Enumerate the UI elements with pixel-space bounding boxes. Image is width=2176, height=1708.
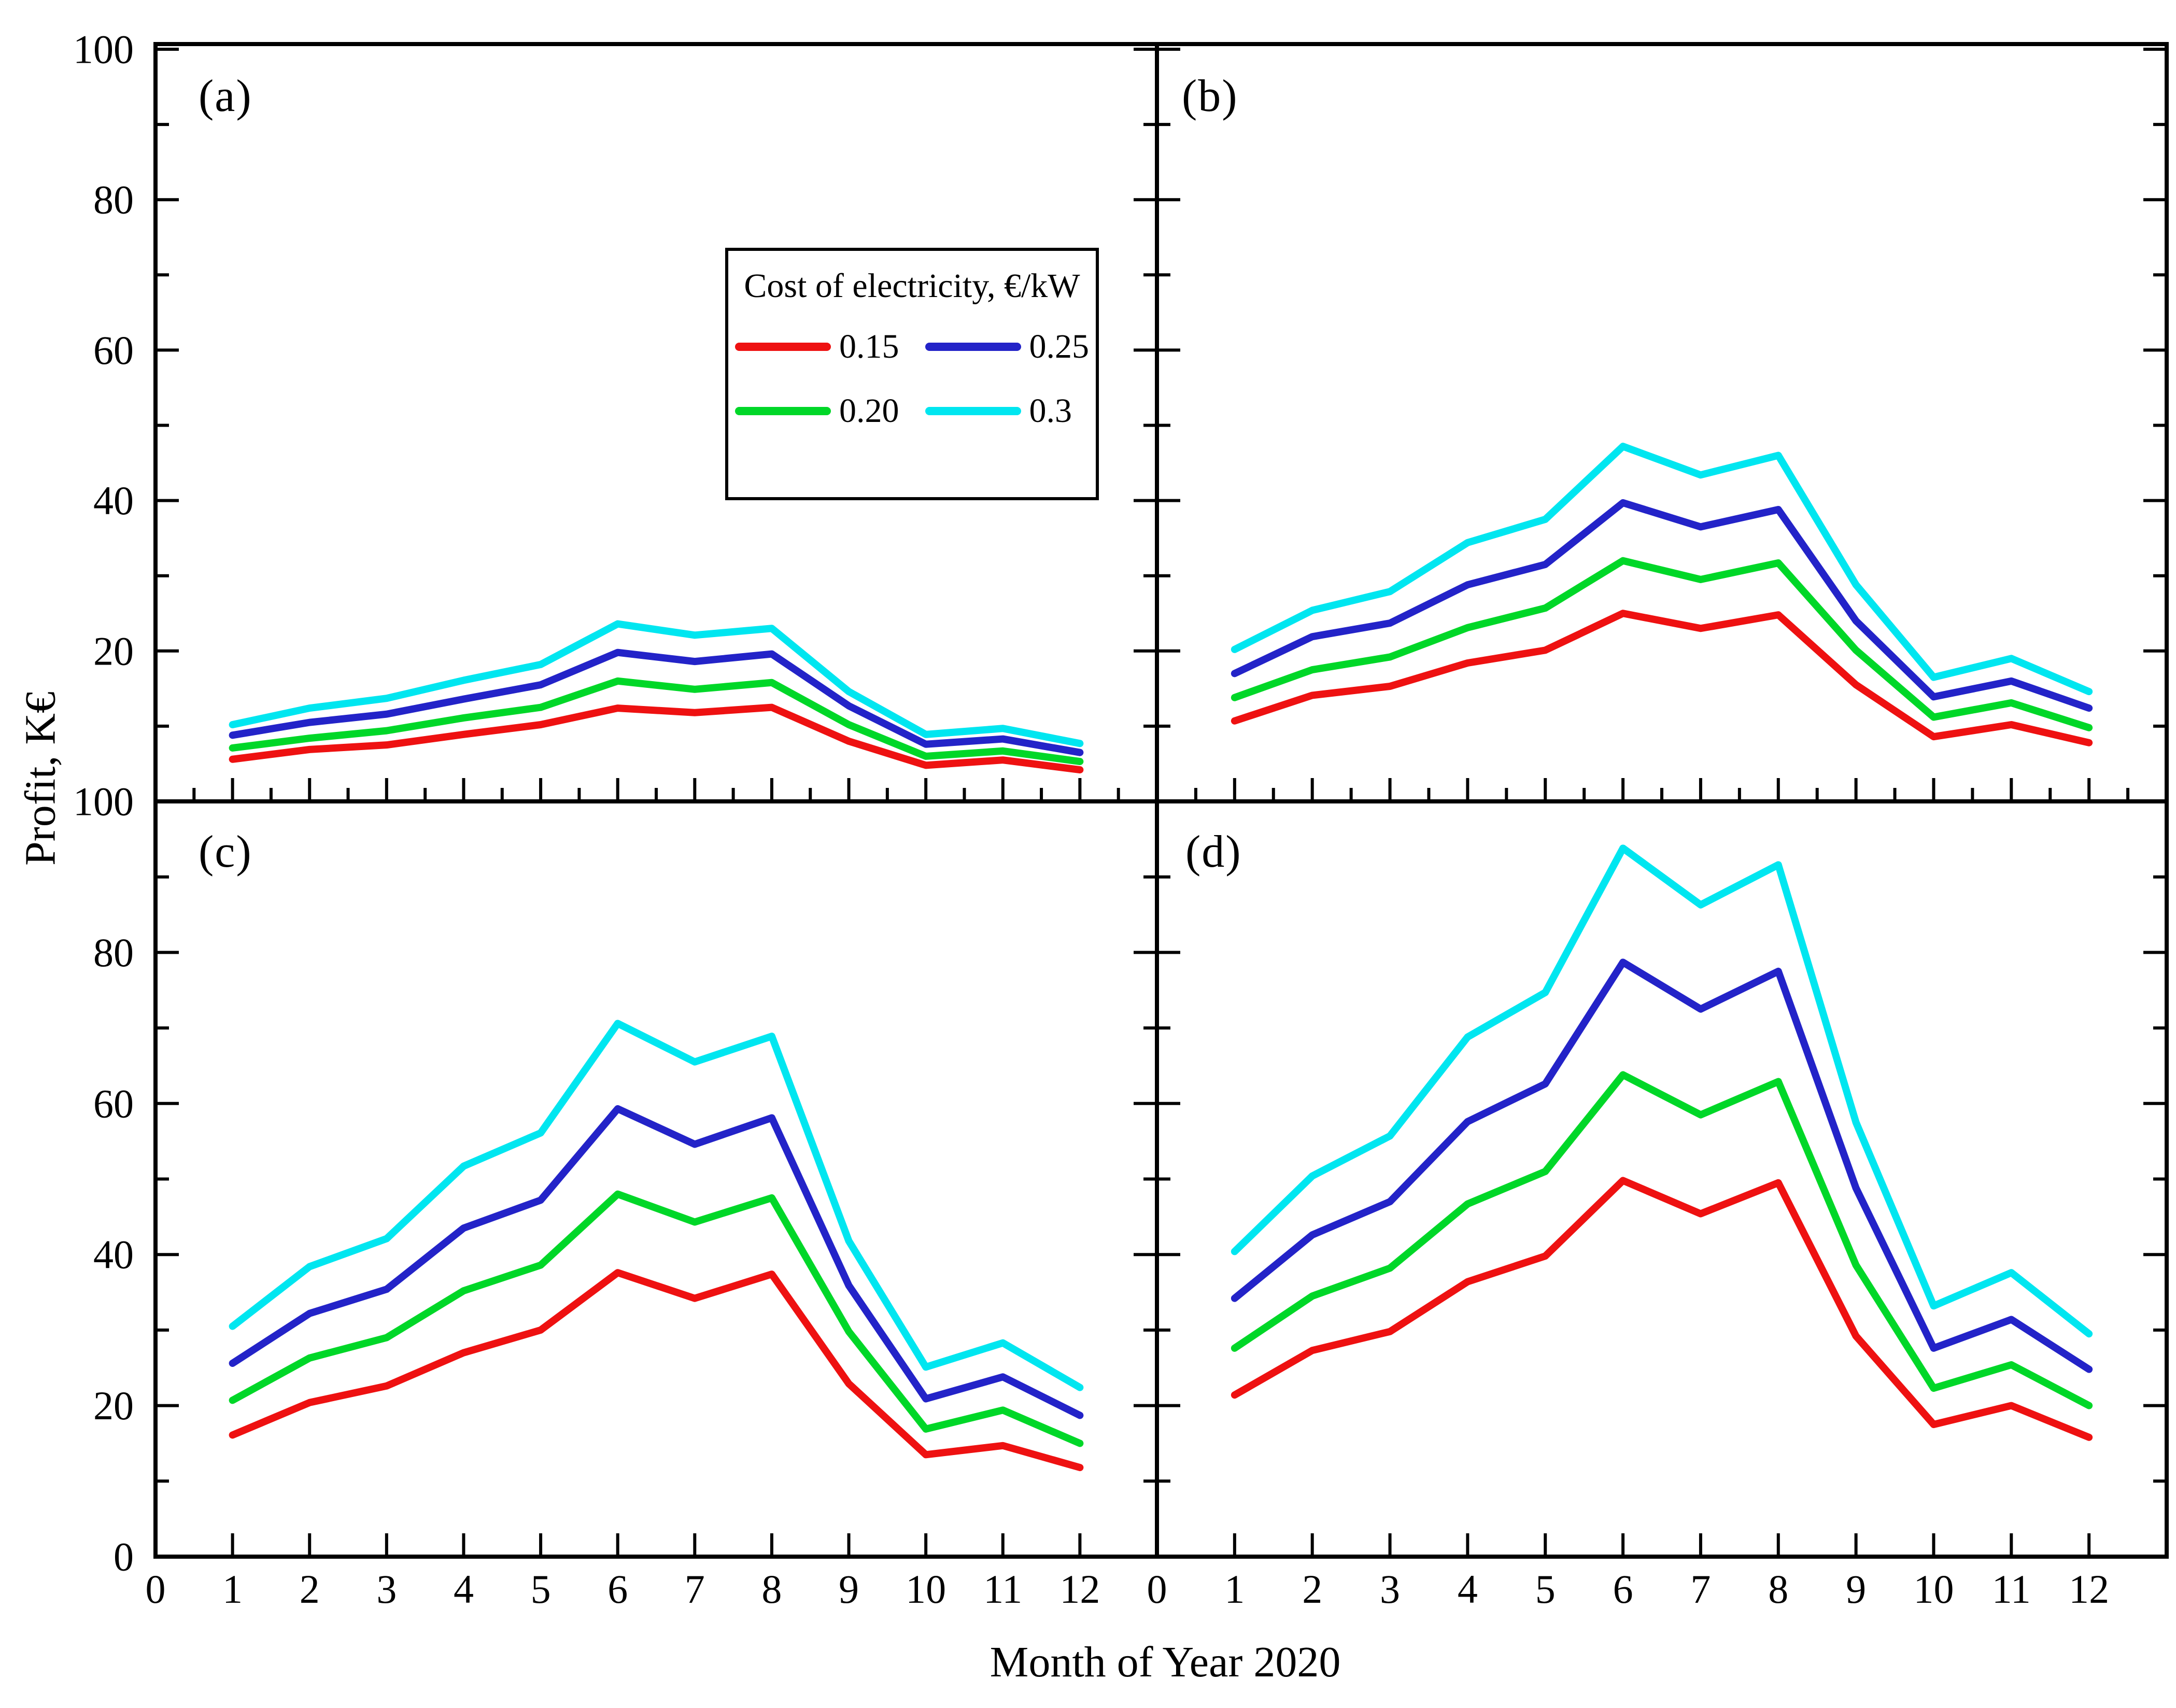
- legend-entry-015: 0.15: [735, 330, 899, 364]
- x-tick-label: 11: [983, 1566, 1022, 1612]
- x-tick-label: 7: [685, 1566, 705, 1612]
- legend-line-swatch-red: [735, 343, 831, 351]
- series-line-a-0.3: [229, 620, 1084, 747]
- x-tick-label: 12: [2069, 1566, 2109, 1612]
- series-line-c-0.25: [229, 1105, 1084, 1419]
- series-line-d-0.20: [1231, 1071, 2093, 1409]
- series-line-d-0.15: [1231, 1177, 2093, 1441]
- series-line-c-0.15: [229, 1269, 1084, 1472]
- legend-line-swatch-green: [735, 407, 831, 415]
- y-tick-label: 20: [93, 1383, 134, 1428]
- x-tick-label: 9: [839, 1566, 859, 1612]
- x-tick-label: 10: [906, 1566, 946, 1612]
- x-tick-label: 7: [1690, 1566, 1711, 1612]
- series-line-b-0.3: [1231, 443, 2093, 696]
- x-tick-label: 8: [761, 1566, 782, 1612]
- y-tick-label: 100: [73, 779, 134, 824]
- x-tick-label: 12: [1059, 1566, 1100, 1612]
- y-tick-label: 20: [93, 628, 134, 673]
- series-line-c-0.3: [229, 1020, 1084, 1391]
- x-tick-label: 11: [1992, 1566, 2031, 1612]
- panel-label-a: (a): [199, 71, 252, 121]
- x-tick-label: 4: [1458, 1566, 1478, 1612]
- x-tick-label: 1: [1224, 1566, 1245, 1612]
- x-tick-label: 5: [531, 1566, 551, 1612]
- x-tick-label: 3: [376, 1566, 397, 1612]
- series-line-b-0.15: [1231, 610, 2093, 746]
- y-tick-label: 80: [93, 177, 134, 222]
- x-tick-label: 2: [1302, 1566, 1322, 1612]
- series-line-b-0.20: [1231, 557, 2093, 731]
- series-line-b-0.25: [1231, 499, 2093, 712]
- y-axis-title: Profit, K€: [16, 691, 65, 866]
- y-tick-label: 40: [93, 1232, 134, 1277]
- legend-entry-025: 0.25: [925, 328, 1090, 365]
- y-tick-label: 40: [93, 478, 134, 523]
- legend-line-swatch-cyan: [925, 407, 1021, 415]
- legend-entry-label: 0.25: [1029, 328, 1090, 365]
- y-tick-label: 60: [93, 328, 134, 373]
- x-tick-label: 4: [454, 1566, 474, 1612]
- legend-entry-label: 0.15: [839, 328, 899, 365]
- legend-entry-03: 0.3: [925, 394, 1090, 428]
- legend-line-swatch-blue: [925, 343, 1021, 351]
- legend-title: Cost of electricity, €/kW: [744, 267, 1080, 305]
- series-line-a-0.20: [229, 677, 1084, 766]
- x-tick-label: 2: [300, 1566, 320, 1612]
- legend-entry-020: 0.20: [735, 394, 899, 428]
- series-line-d-0.3: [1231, 844, 2093, 1338]
- panel-label-c: (c): [199, 827, 252, 877]
- panel-label-d: (d): [1185, 827, 1242, 877]
- y-tick-label: 60: [93, 1081, 134, 1126]
- x-tick-label: 1: [222, 1566, 243, 1612]
- legend-grid: 0.15 0.20 0.25 0.3: [735, 330, 1089, 428]
- x-tick-label: 0: [146, 1566, 166, 1612]
- series-line-a-0.25: [229, 648, 1084, 756]
- x-tick-label: 6: [1613, 1566, 1633, 1612]
- series-line-a-0.15: [229, 703, 1084, 774]
- x-tick-label: 8: [1768, 1566, 1788, 1612]
- y-tick-label: 80: [93, 930, 134, 975]
- x-tick-label: 9: [1846, 1566, 1866, 1612]
- x-tick-label: 3: [1380, 1566, 1400, 1612]
- legend: Cost of electricity, €/kW 0.15 0.20 0.25…: [725, 248, 1099, 500]
- series-line-c-0.20: [229, 1190, 1084, 1447]
- x-tick-label: 10: [1913, 1566, 1954, 1612]
- y-tick-label: 100: [73, 27, 134, 72]
- x-tick-label: 0: [1147, 1566, 1167, 1612]
- legend-entry-label: 0.3: [1029, 392, 1072, 430]
- legend-entry-label: 0.20: [839, 392, 899, 430]
- y-tick-label: 0: [114, 1534, 134, 1579]
- series-line-d-0.25: [1231, 958, 2093, 1373]
- x-axis-title: Month of Year 2020: [990, 1638, 1341, 1686]
- x-tick-label: 6: [607, 1566, 628, 1612]
- x-tick-label: 5: [1535, 1566, 1556, 1612]
- panel-label-b: (b): [1182, 71, 1238, 121]
